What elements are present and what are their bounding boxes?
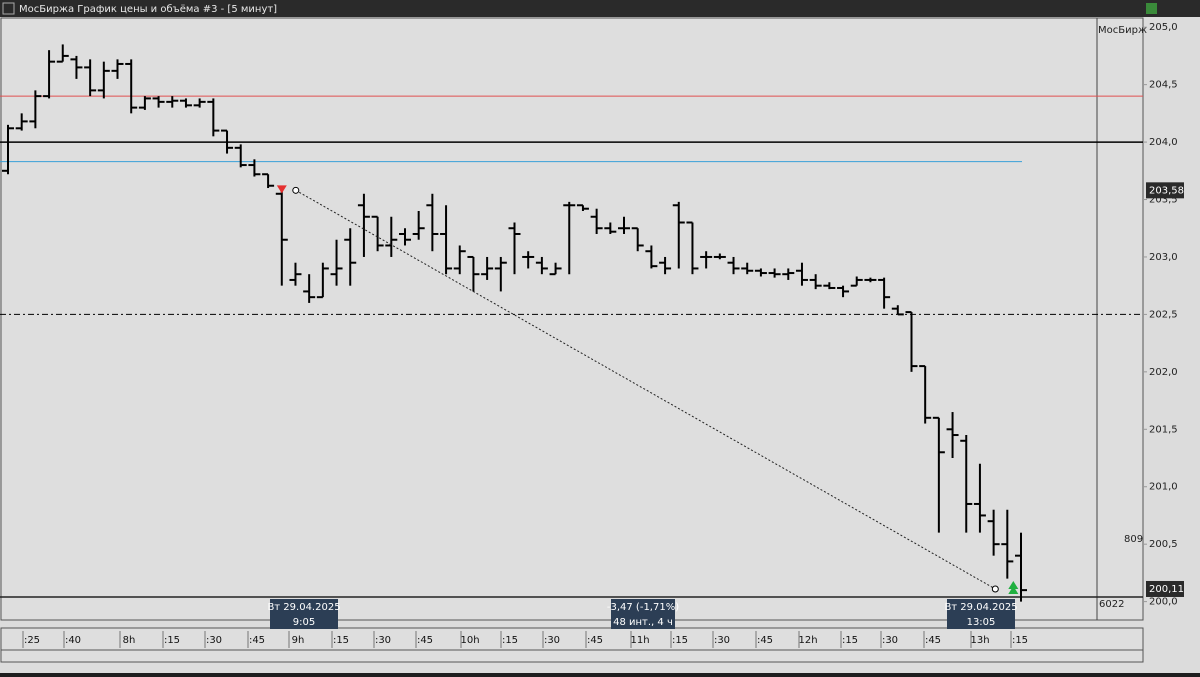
x-tick-label: :45 xyxy=(925,635,941,646)
y-tick-label: 202,0 xyxy=(1149,367,1178,378)
buy-marker xyxy=(1008,580,1019,594)
y-tick-label: 201,0 xyxy=(1149,482,1178,493)
y-tick-label: 201,5 xyxy=(1149,424,1178,435)
x-tick-label: 10h xyxy=(460,635,479,646)
x-tick-label: :30 xyxy=(544,635,560,646)
time-label-text: 13:05 xyxy=(967,617,996,628)
y-tick-label: 202,5 xyxy=(1149,309,1178,320)
y-tick-label: 204,5 xyxy=(1149,80,1178,91)
price-label-text: 203,58 xyxy=(1149,185,1184,196)
measure-start xyxy=(292,186,300,194)
x-tick-label: :15 xyxy=(502,635,518,646)
measure-end xyxy=(991,585,999,593)
x-tick-label: :15 xyxy=(164,635,180,646)
plot-area xyxy=(0,17,1144,621)
x-tick-label: :15 xyxy=(672,635,688,646)
time-label-text: Вт 29.04.2025 xyxy=(944,602,1017,613)
x-tick-label: 11h xyxy=(630,635,649,646)
x-tick-label: :25 xyxy=(24,635,40,646)
price-label xyxy=(1146,580,1184,597)
x-tick-label: 9h xyxy=(292,635,305,646)
x-tick-label: :45 xyxy=(587,635,603,646)
measure-label-text: -3,47 (-1,71%) xyxy=(607,602,679,613)
time-label-text: 9:05 xyxy=(293,617,315,628)
y-tick-label: 205,0 xyxy=(1149,22,1178,33)
x-tick-label: 13h xyxy=(970,635,989,646)
x-tick-label: :45 xyxy=(417,635,433,646)
time-label xyxy=(270,599,338,629)
x-tick-label: :15 xyxy=(1012,635,1028,646)
side-label: 809 xyxy=(1124,534,1143,545)
measure-label-text: 48 инт., 4 ч xyxy=(613,617,673,628)
side-label: 6022 xyxy=(1099,599,1124,610)
x-tick-label: :45 xyxy=(757,635,773,646)
x-tick-label: 8h xyxy=(123,635,136,646)
measure-label xyxy=(611,599,675,629)
y-tick-label: 203,5 xyxy=(1149,195,1178,206)
x-tick-label: :45 xyxy=(249,635,265,646)
title-bar xyxy=(0,0,1200,17)
y-tick-label: 200,5 xyxy=(1149,539,1178,550)
x-tick-label: :15 xyxy=(842,635,858,646)
x-tick-label: :15 xyxy=(333,635,349,646)
sell-marker xyxy=(276,185,287,194)
price-label xyxy=(1146,182,1184,199)
y-tick-label: 204,0 xyxy=(1149,137,1178,148)
app-icon xyxy=(2,2,15,15)
x-tick-label: :30 xyxy=(375,635,391,646)
y-tick-label: 203,0 xyxy=(1149,252,1178,263)
y-tick-label: 200,0 xyxy=(1149,597,1178,608)
x-tick-label: :30 xyxy=(882,635,898,646)
window-button[interactable] xyxy=(1146,3,1157,14)
x-tick-label: :30 xyxy=(714,635,730,646)
x-tick-label: :30 xyxy=(206,635,222,646)
scroll-strip xyxy=(0,649,1144,663)
instrument-label: МосБирж xyxy=(1098,25,1147,36)
x-tick-label: :40 xyxy=(65,635,81,646)
window-title: МосБиржа График цены и объёма #3 - [5 ми… xyxy=(19,4,277,15)
time-label-text: Вт 29.04.2025 xyxy=(267,602,340,613)
price-label-text: 200,11 xyxy=(1149,584,1184,595)
time-label xyxy=(947,599,1015,629)
x-tick-label: 12h xyxy=(798,635,817,646)
